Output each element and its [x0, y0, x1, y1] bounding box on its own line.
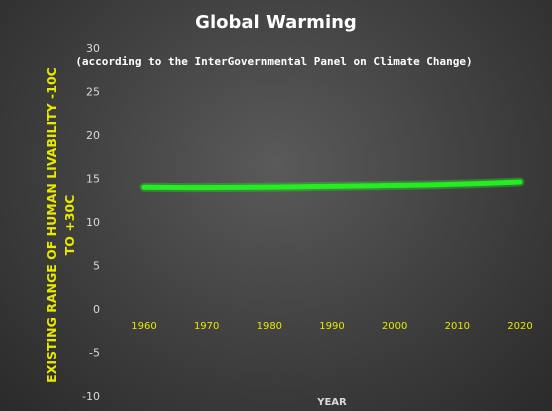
x-tick-label: 1960 — [131, 321, 156, 332]
y-axis-label: EXISTING RANGE OF HUMAN LIVABILITY -10C … — [44, 67, 77, 383]
y-tick-label: 0 — [93, 303, 100, 316]
y-tick-label: -5 — [89, 347, 100, 360]
series-layer — [139, 177, 525, 193]
y-tick-label: -10 — [82, 390, 100, 403]
y-tick-label: 30 — [86, 42, 100, 55]
y-tick-label: 15 — [86, 173, 100, 186]
y-tick-label: 5 — [93, 260, 100, 273]
x-tick-label: 2000 — [382, 321, 407, 332]
y-axis-label-line2: TO +30C — [62, 195, 77, 256]
x-tick-label: 1990 — [319, 321, 344, 332]
x-axis-ticks: 1960 1970 1980 1990 2000 2010 2020 — [131, 321, 532, 332]
x-tick-label: 1970 — [194, 321, 219, 332]
x-tick-label: 2020 — [507, 321, 532, 332]
series-line-0 — [141, 179, 523, 191]
y-tick-label: 10 — [86, 216, 100, 229]
y-axis-ticks: 30 25 20 15 10 5 0 -5 -10 — [82, 42, 100, 403]
y-tick-label: 20 — [86, 129, 100, 142]
chart-title: Global Warming — [195, 12, 357, 33]
y-tick-label: 25 — [86, 86, 100, 99]
chart-subtitle: (according to the InterGovernmental Pane… — [75, 55, 472, 68]
x-tick-label: 1980 — [257, 321, 282, 332]
x-tick-label: 2010 — [445, 321, 470, 332]
y-axis-label-line1: EXISTING RANGE OF HUMAN LIVABILITY -10C — [44, 67, 59, 383]
x-axis-label: YEAR — [316, 397, 347, 408]
